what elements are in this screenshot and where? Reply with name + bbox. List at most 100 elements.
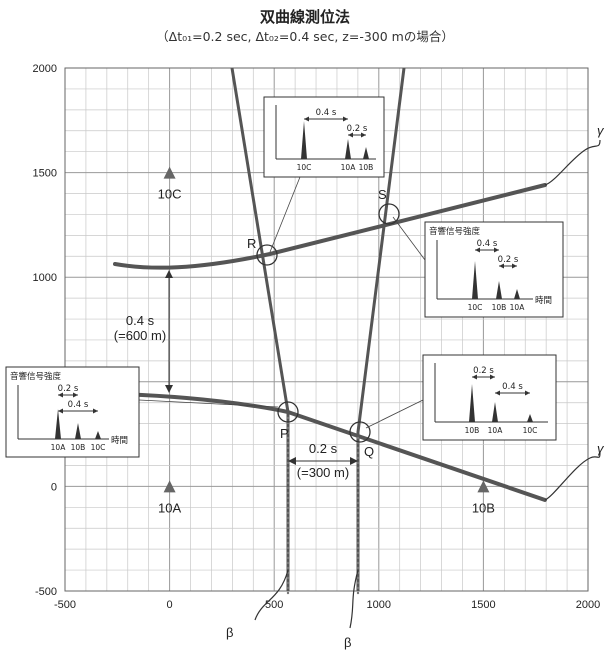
intersection-circle — [277, 401, 299, 423]
beta-dot — [286, 501, 290, 505]
vertical-dimension-label: 0.4 s — [126, 313, 155, 328]
inset-peak-label: 10B — [359, 163, 374, 172]
inset-box — [263, 96, 385, 178]
arrowhead — [494, 247, 499, 253]
beta-dot — [286, 556, 290, 560]
x-tick-label: 2000 — [576, 599, 600, 611]
arrowhead — [288, 457, 296, 465]
arrowhead — [512, 263, 517, 269]
inset-connector — [138, 399, 279, 408]
beta-dot — [286, 541, 290, 545]
inset-peak-label: 10A — [488, 426, 504, 435]
beta-dot — [356, 551, 360, 555]
beta-dot — [286, 546, 290, 550]
inset-peak — [301, 121, 307, 159]
inset-peak-label: 10B — [492, 303, 507, 312]
intersection-circle — [256, 244, 278, 266]
inset-connector — [365, 399, 424, 429]
inset-peak-label: 10A — [341, 163, 357, 172]
arrowhead — [495, 390, 500, 396]
inset-box — [422, 354, 557, 441]
beta-dot — [286, 426, 290, 430]
x-tick-label: 500 — [265, 599, 283, 611]
arrowhead — [343, 116, 348, 122]
inset-arrow1-label: 0.2 s — [473, 366, 494, 376]
y-tick-label: -500 — [35, 586, 57, 598]
vertical-dimension-label: (=600 m) — [114, 328, 166, 343]
arrowhead — [350, 457, 358, 465]
inset-box — [424, 221, 564, 318]
beta-right-leader — [349, 569, 359, 629]
inset-arrow2-label: 0.4 s — [68, 400, 89, 410]
beta-dot — [356, 591, 360, 595]
beta-dot — [356, 536, 360, 540]
signal-inset: 10C 10A 10B 0.4 s 0.2 s — [263, 96, 385, 253]
inset-peak — [492, 402, 498, 422]
beta-dot — [286, 551, 290, 555]
chart-title: 双曲線測位法 — [259, 8, 350, 26]
beta-dot — [286, 441, 290, 445]
y-tick-label: 1500 — [33, 168, 57, 180]
beta-dot — [356, 501, 360, 505]
chart-subtitle: （Δt₀₁=0.2 sec, Δt₀₂=0.4 sec, z=-300 mの場合… — [156, 29, 454, 44]
arrowhead — [58, 408, 63, 414]
beta-dot — [286, 471, 290, 475]
inset-connector — [392, 216, 426, 261]
beta-dot — [356, 586, 360, 590]
beta-dot — [286, 481, 290, 485]
inset-peak-label: 10A — [510, 303, 526, 312]
gamma-upper-curve — [113, 183, 547, 270]
intersection-label: Q — [364, 444, 374, 459]
inset-peak — [469, 384, 475, 422]
beta-dot — [356, 581, 360, 585]
arrowhead — [93, 408, 98, 414]
beta-dot — [356, 486, 360, 490]
beta-dot — [356, 466, 360, 470]
station-label: 10C — [158, 187, 182, 202]
inset-arrow1-label: 0.4 s — [316, 108, 337, 118]
inset-arrow2-label: 0.2 s — [347, 124, 368, 134]
x-tick-label: 1500 — [471, 599, 495, 611]
beta-dot — [286, 416, 290, 420]
beta-dot — [286, 521, 290, 525]
beta-dot — [356, 481, 360, 485]
x-tick-label: 1000 — [367, 599, 391, 611]
beta-dot — [286, 591, 290, 595]
beta-dot — [286, 581, 290, 585]
beta-dot — [356, 476, 360, 480]
beta-left-leader — [254, 569, 289, 621]
x-tick-label: 0 — [167, 599, 173, 611]
gamma-lower-leader — [544, 451, 601, 501]
beta-dot — [356, 546, 360, 550]
beta-dot — [286, 496, 290, 500]
beta-dot — [356, 496, 360, 500]
beta-dot — [356, 456, 360, 460]
beta-dot — [356, 541, 360, 545]
beta-dot — [356, 471, 360, 475]
arrowhead — [165, 385, 173, 393]
inset-connector — [269, 176, 301, 253]
y-tick-label: 1000 — [33, 272, 57, 284]
horizontal-dimension-label: (=300 m) — [297, 465, 349, 480]
arrowhead — [475, 247, 480, 253]
beta-dot — [356, 561, 360, 565]
beta-left-label: β — [226, 625, 233, 640]
inset-box — [5, 366, 140, 458]
station-marker — [163, 166, 176, 179]
inset-arrow1-label: 0.4 s — [477, 239, 498, 249]
beta-dot — [286, 576, 290, 580]
beta-dot — [286, 486, 290, 490]
horizontal-dimension-label: 0.2 s — [309, 441, 338, 456]
beta-dot — [286, 506, 290, 510]
inset-peak — [55, 409, 61, 439]
beta-dot — [286, 436, 290, 440]
inset-peak — [496, 281, 502, 299]
y-tick-label: 2000 — [33, 63, 57, 75]
inset-peak-label: 10C — [523, 426, 538, 435]
beta-dot — [286, 526, 290, 530]
station-marker — [477, 480, 490, 493]
